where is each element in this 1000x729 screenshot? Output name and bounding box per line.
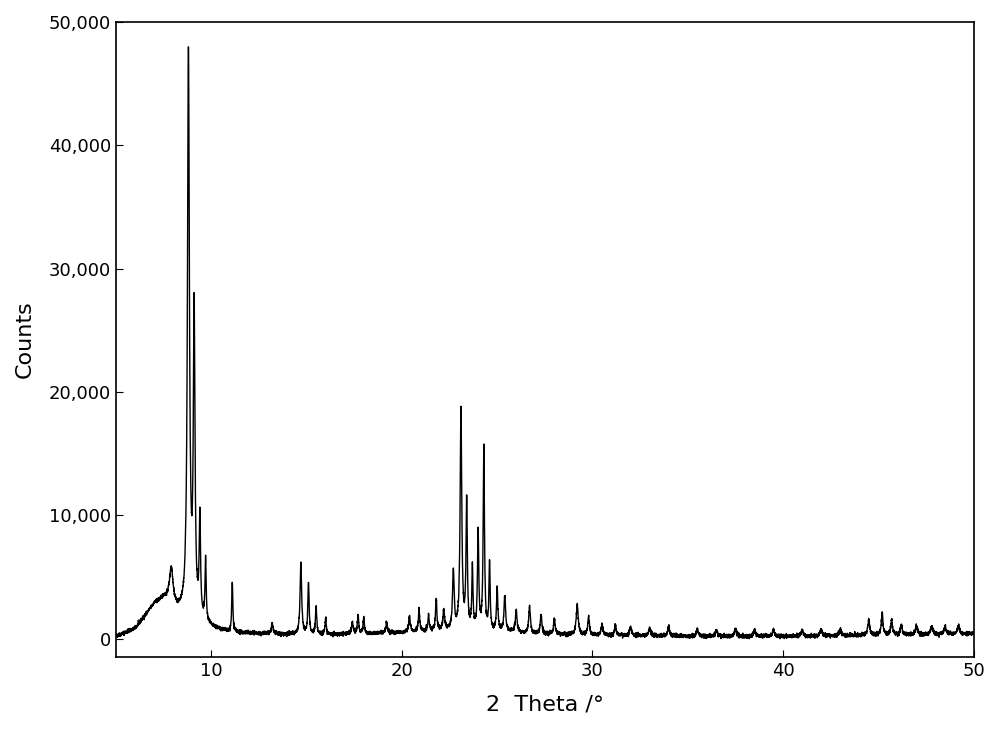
Y-axis label: Counts: Counts bbox=[15, 301, 35, 378]
X-axis label: 2  Theta /°: 2 Theta /° bbox=[486, 694, 604, 714]
